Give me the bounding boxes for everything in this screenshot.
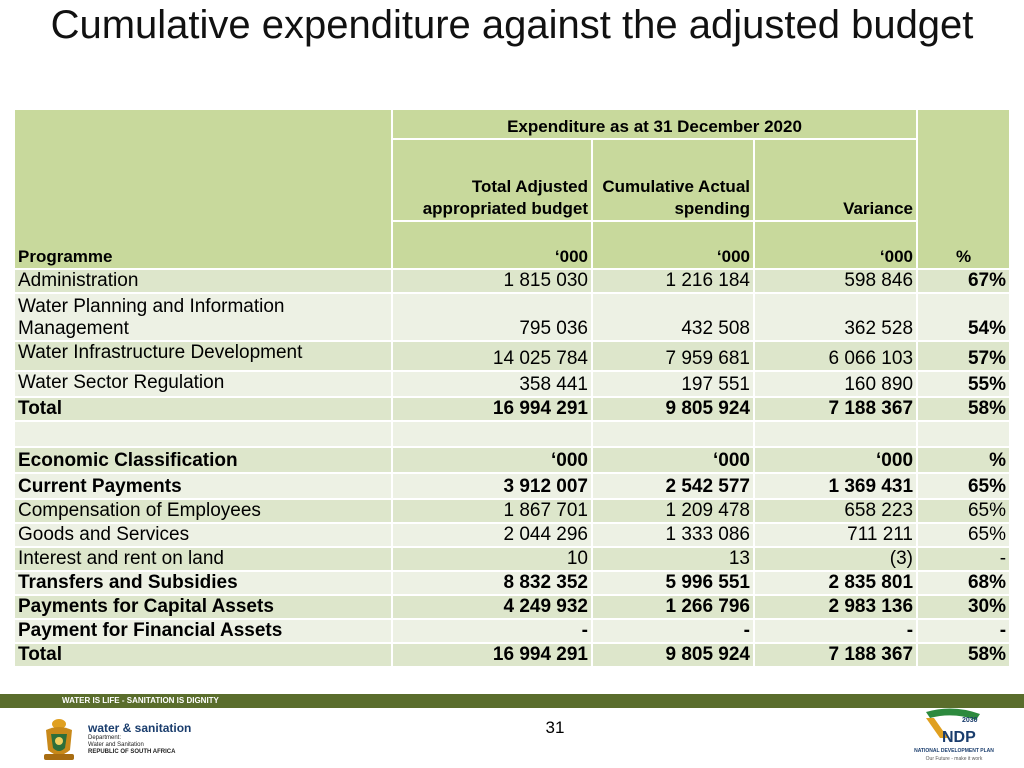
- footer-banner: WATER IS LIFE - SANITATION IS DIGNITY: [0, 694, 1024, 708]
- table-row: Administration 1 815 030 1 216 184 598 8…: [13, 268, 1012, 294]
- percent-header: %: [916, 108, 1012, 270]
- programme-header: Programme: [13, 108, 393, 270]
- variance-unit: ‘000: [752, 220, 919, 270]
- budget-unit: ‘000: [391, 220, 593, 270]
- expenditure-table: Programme Expenditure as at 31 December …: [13, 108, 1012, 668]
- table-row: Transfers and Subsidies 8 832 352 5 996 …: [13, 570, 1012, 596]
- department-name: water & sanitation: [88, 721, 192, 735]
- economic-header-row: Economic Classification ‘000 ‘000 ‘000 %: [13, 446, 1012, 474]
- ndp-logo-icon: 2030 NDP: [926, 708, 980, 746]
- ndp-year: 2030: [962, 717, 978, 724]
- department-line-1: Department:: [88, 735, 122, 741]
- economic-total-row: Total 16 994 291 9 805 924 7 188 367 58%: [13, 642, 1012, 668]
- variance-col-header: Variance: [752, 138, 919, 222]
- ndp-name: NATIONAL DEVELOPMENT PLAN: [914, 748, 994, 754]
- table-row: Water Infrastructure Development 14 025 …: [13, 340, 1012, 372]
- spending-unit: ‘000: [591, 220, 755, 270]
- spacer-row: [13, 420, 1012, 448]
- current-payments-row: Current Payments 3 912 007 2 542 577 1 3…: [13, 472, 1012, 500]
- table-row: Payment for Financial Assets - - - -: [13, 618, 1012, 644]
- table-row: Water Sector Regulation 358 441 197 551 …: [13, 370, 1012, 398]
- ndp-tagline: Our Future - make it work: [925, 756, 983, 762]
- table-row: Payments for Capital Assets 4 249 932 1 …: [13, 594, 1012, 620]
- table-row: Goods and Services 2 044 296 1 333 086 7…: [13, 522, 1012, 548]
- ndp-logo-text: NDP: [942, 729, 976, 746]
- budget-col-header: Total Adjusted appropriated budget: [391, 138, 593, 222]
- department-line-2: Water and Sanitation: [88, 742, 144, 748]
- table-row: Compensation of Employees 1 867 701 1 20…: [13, 498, 1012, 524]
- department-line-3: REPUBLIC OF SOUTH AFRICA: [88, 749, 176, 755]
- page-number: 31: [545, 718, 565, 737]
- page-title: Cumulative expenditure against the adjus…: [50, 3, 974, 47]
- programme-total-row: Total 16 994 291 9 805 924 7 188 367 58%: [13, 396, 1012, 422]
- expenditure-group-header: Expenditure as at 31 December 2020: [390, 108, 919, 140]
- department-branding: water & sanitation Department: Water and…: [88, 722, 191, 756]
- footer-banner-text: WATER IS LIFE - SANITATION IS DIGNITY: [62, 696, 219, 705]
- spending-col-header: Cumulative Actual spending: [591, 138, 755, 222]
- table-row: Water Planning and Information Managemen…: [13, 292, 1012, 342]
- coat-of-arms-icon: [44, 719, 74, 760]
- table-row: Interest and rent on land 10 13 (3) -: [13, 546, 1012, 572]
